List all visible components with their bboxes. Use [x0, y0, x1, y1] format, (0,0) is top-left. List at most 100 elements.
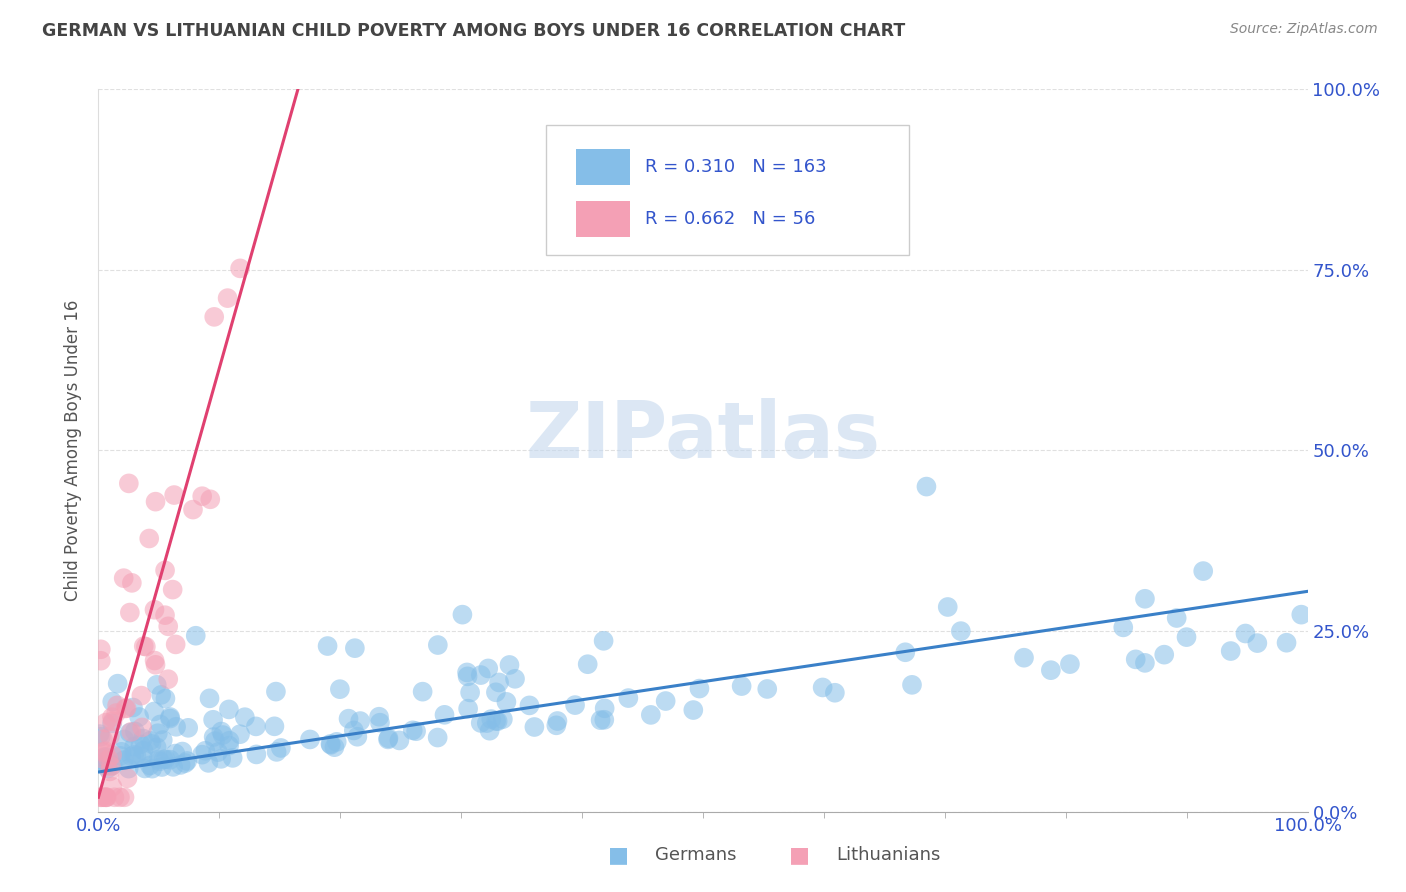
- Point: [143, 705, 166, 719]
- Point: [145, 678, 167, 692]
- Point: [546, 718, 568, 732]
- Point: [139, 733, 162, 747]
- Point: [388, 733, 411, 747]
- Point: [349, 714, 371, 728]
- Point: [498, 657, 520, 672]
- Point: [470, 715, 492, 730]
- Point: [564, 698, 586, 712]
- Point: [191, 747, 214, 762]
- Text: ZIPatlas: ZIPatlas: [526, 398, 880, 474]
- Point: [218, 739, 240, 753]
- Point: [172, 745, 194, 759]
- Point: [152, 752, 174, 766]
- Point: [155, 752, 177, 766]
- Point: [458, 685, 481, 699]
- Point: [152, 733, 174, 747]
- Point: [117, 771, 139, 785]
- Point: [101, 716, 124, 731]
- Point: [128, 710, 150, 724]
- Point: [1234, 626, 1257, 640]
- Point: [1012, 650, 1035, 665]
- Point: [457, 669, 479, 683]
- Point: [617, 691, 640, 706]
- Point: [125, 748, 148, 763]
- Point: [343, 723, 366, 738]
- Point: [90, 751, 112, 765]
- Point: [148, 752, 170, 766]
- Point: [263, 719, 285, 733]
- Point: [129, 737, 152, 751]
- Point: [217, 291, 239, 305]
- Point: [1192, 564, 1215, 578]
- Point: [93, 790, 115, 805]
- Point: [107, 676, 129, 690]
- Point: [245, 719, 267, 733]
- Point: [589, 713, 612, 727]
- Point: [135, 640, 157, 654]
- Point: [101, 747, 124, 762]
- Point: [1291, 607, 1313, 622]
- Text: ■: ■: [789, 845, 810, 865]
- Point: [270, 741, 292, 756]
- Point: [202, 310, 225, 324]
- Point: [101, 710, 124, 724]
- Point: [198, 691, 221, 706]
- Point: [165, 637, 187, 651]
- Point: [150, 760, 173, 774]
- Point: [377, 731, 399, 746]
- Point: [211, 728, 233, 742]
- Point: [730, 679, 752, 693]
- Point: [1039, 663, 1062, 677]
- Point: [197, 756, 219, 770]
- Point: [218, 702, 240, 716]
- Point: [122, 739, 145, 754]
- Point: [157, 672, 180, 686]
- Point: [477, 661, 499, 675]
- Y-axis label: Child Poverty Among Boys Under 16: Child Poverty Among Boys Under 16: [65, 300, 83, 601]
- Point: [138, 532, 160, 546]
- Point: [174, 756, 197, 770]
- Point: [688, 681, 710, 696]
- Point: [98, 764, 121, 779]
- Point: [323, 740, 346, 755]
- Point: [132, 731, 155, 746]
- Point: [894, 645, 917, 659]
- Point: [181, 502, 204, 516]
- Point: [1246, 636, 1268, 650]
- Point: [682, 703, 704, 717]
- Point: [162, 582, 184, 597]
- Point: [184, 629, 207, 643]
- Point: [115, 701, 138, 715]
- Point: [91, 732, 114, 747]
- Point: [329, 682, 352, 697]
- Point: [451, 607, 474, 622]
- Point: [162, 760, 184, 774]
- Point: [89, 727, 111, 741]
- Point: [118, 476, 141, 491]
- Point: [1112, 620, 1135, 634]
- Point: [94, 790, 117, 805]
- Point: [120, 724, 142, 739]
- Point: [456, 665, 478, 680]
- Point: [593, 701, 616, 715]
- Point: [101, 758, 124, 772]
- Point: [108, 790, 131, 805]
- Point: [165, 720, 187, 734]
- Point: [118, 606, 141, 620]
- Point: [105, 706, 128, 720]
- Text: R = 0.662   N = 56: R = 0.662 N = 56: [645, 211, 815, 228]
- Point: [91, 745, 114, 759]
- Point: [101, 714, 124, 729]
- Point: [1175, 630, 1198, 644]
- Point: [316, 639, 339, 653]
- Text: ■: ■: [607, 845, 628, 865]
- Point: [112, 571, 135, 585]
- FancyBboxPatch shape: [576, 149, 630, 186]
- Point: [122, 700, 145, 714]
- Point: [143, 603, 166, 617]
- Point: [337, 712, 360, 726]
- Point: [194, 744, 217, 758]
- Point: [412, 684, 434, 698]
- Point: [97, 752, 120, 766]
- Point: [1125, 652, 1147, 666]
